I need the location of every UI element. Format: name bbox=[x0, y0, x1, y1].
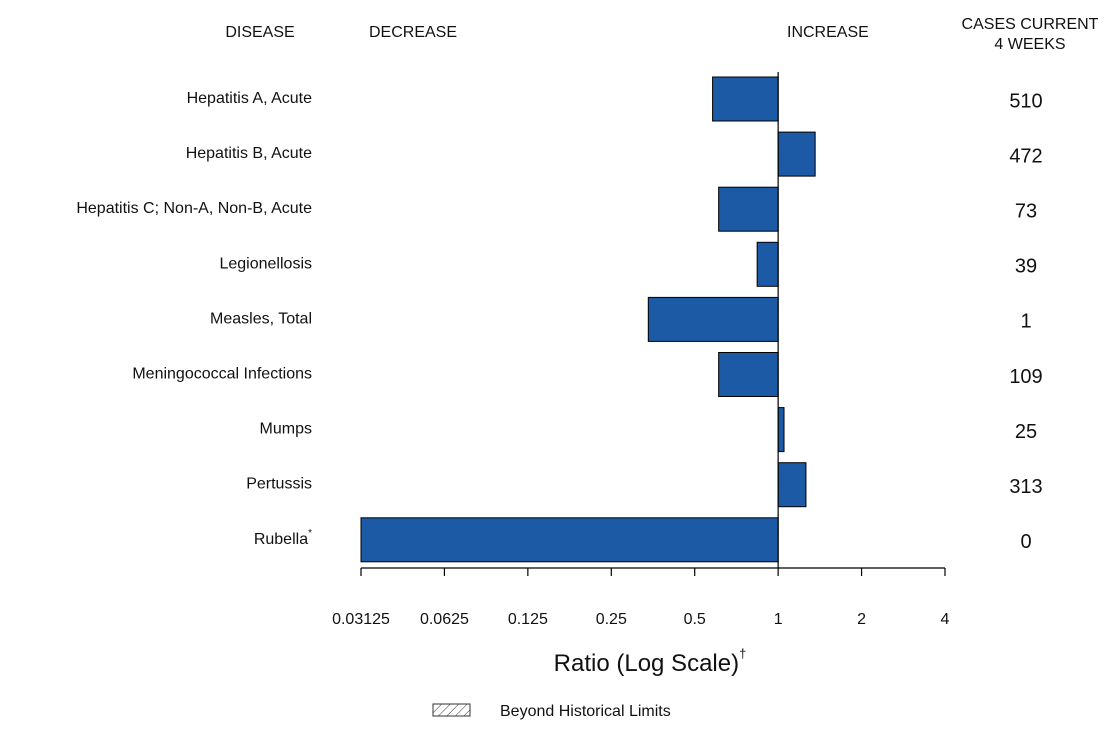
category-label: Hepatitis A, Acute bbox=[187, 90, 313, 107]
cases-value: 472 bbox=[1009, 145, 1042, 167]
cases-value: 39 bbox=[1015, 256, 1037, 278]
bar bbox=[718, 352, 779, 397]
category-label: Legionellosis bbox=[219, 256, 312, 273]
category-label: Hepatitis B, Acute bbox=[186, 145, 312, 162]
category-text: Legionellosis bbox=[219, 256, 312, 273]
x-tick-label: 2 bbox=[857, 611, 866, 628]
x-tick-label: 1 bbox=[774, 611, 783, 628]
x-tick-label: 4 bbox=[941, 611, 950, 628]
header-decrease: DECREASE bbox=[369, 24, 457, 41]
bar bbox=[718, 186, 779, 232]
bar bbox=[777, 407, 785, 453]
category-text: Hepatitis C; Non-A, Non-B, Acute bbox=[76, 200, 312, 217]
x-tick-label: 0.5 bbox=[684, 611, 706, 628]
x-axis-label-text: Ratio (Log Scale) bbox=[554, 650, 739, 677]
x-tick-label: 0.0625 bbox=[420, 611, 469, 628]
category-text: Rubella bbox=[254, 531, 308, 548]
x-tick-label: 0.25 bbox=[596, 611, 627, 628]
bar bbox=[777, 462, 807, 508]
header-cases: 4 WEEKS bbox=[994, 36, 1065, 53]
category-label: Meningococcal Infections bbox=[132, 366, 312, 383]
legend-label: Beyond Historical Limits bbox=[500, 703, 671, 720]
category-text: Hepatitis A, Acute bbox=[187, 90, 313, 107]
category-label: Mumps bbox=[260, 421, 312, 438]
x-axis-label: Ratio (Log Scale)† bbox=[554, 646, 747, 677]
cases-value: 25 bbox=[1015, 421, 1037, 443]
category-text: Measles, Total bbox=[210, 311, 312, 328]
cases-value: 109 bbox=[1009, 366, 1042, 388]
category-text: Hepatitis B, Acute bbox=[186, 145, 312, 162]
x-tick-label: 0.125 bbox=[508, 611, 548, 628]
bar bbox=[647, 296, 779, 342]
header-cases: CASES CURRENT bbox=[962, 16, 1099, 33]
header-disease: DISEASE bbox=[225, 24, 294, 41]
category-label: Pertussis bbox=[246, 476, 312, 493]
footnote-mark: † bbox=[739, 646, 746, 661]
category-label: Measles, Total bbox=[210, 311, 312, 328]
bar bbox=[777, 131, 816, 177]
bar bbox=[756, 241, 779, 287]
bar bbox=[360, 517, 779, 563]
cases-value: 1 bbox=[1020, 311, 1031, 333]
cases-value: 313 bbox=[1009, 476, 1042, 498]
cases-value: 510 bbox=[1009, 90, 1042, 112]
category-text: Mumps bbox=[260, 421, 312, 438]
cases-value: 73 bbox=[1015, 200, 1037, 222]
header-increase: INCREASE bbox=[787, 24, 869, 41]
footnote-mark: * bbox=[308, 527, 312, 538]
category-text: Meningococcal Infections bbox=[132, 366, 312, 383]
cases-value: 0 bbox=[1020, 531, 1031, 553]
category-text: Pertussis bbox=[246, 476, 312, 493]
x-tick-label: 0.03125 bbox=[332, 611, 390, 628]
legend-swatch bbox=[432, 703, 471, 717]
bar bbox=[712, 76, 779, 122]
category-label: Rubella* bbox=[254, 527, 312, 548]
category-label: Hepatitis C; Non-A, Non-B, Acute bbox=[76, 200, 312, 217]
